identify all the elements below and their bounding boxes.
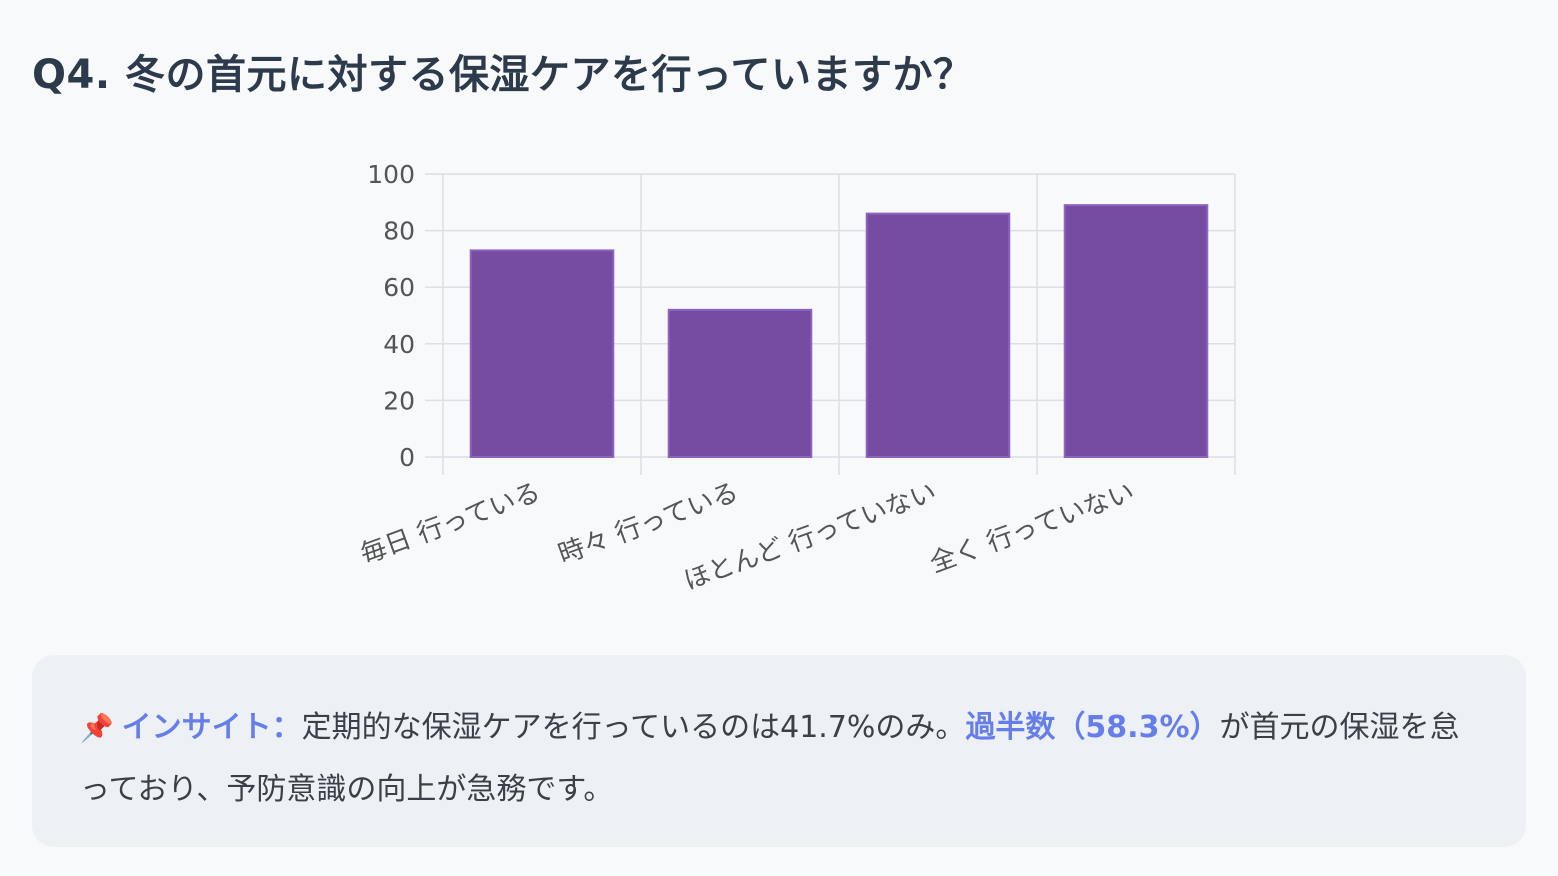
x-tick-label: 毎日 行っている <box>357 477 545 570</box>
insight-box: 📌 インサイト：定期的な保湿ケアを行っているのは41.7%のみ。過半数（58.3%… <box>32 655 1526 847</box>
bar <box>865 212 1011 458</box>
bar-chart: 0 20 40 60 80 100 毎日 行っている 時々 行っている ほとんど 行っていない全… <box>357 160 1236 597</box>
insight-highlight: 過半数（58.3%） <box>965 710 1220 745</box>
y-tick-label: 40 <box>383 330 415 359</box>
insight-text-1: 定期的な保湿ケアを行っているのは41.7%のみ。 <box>301 710 966 745</box>
y-tick-label: 60 <box>383 273 415 302</box>
bar <box>469 249 615 458</box>
pushpin-icon: 📌 <box>80 713 114 744</box>
insight-text-2: が首元の保湿を怠っており、予防意識の向上が急務です。 <box>80 710 1460 807</box>
y-tick-label: 80 <box>383 217 415 246</box>
insight-label: インサイト： <box>121 710 302 745</box>
bar <box>667 308 813 458</box>
y-tick-label: 100 <box>367 160 415 189</box>
y-tick-label: 20 <box>383 386 415 415</box>
page-title: Q4. 冬の首元に対する保湿ケアを行っていますか？ <box>32 52 974 98</box>
bar <box>1063 204 1209 458</box>
x-tick-label: 全く 行っていない <box>926 477 1138 579</box>
y-tick-label: 0 <box>399 443 415 472</box>
